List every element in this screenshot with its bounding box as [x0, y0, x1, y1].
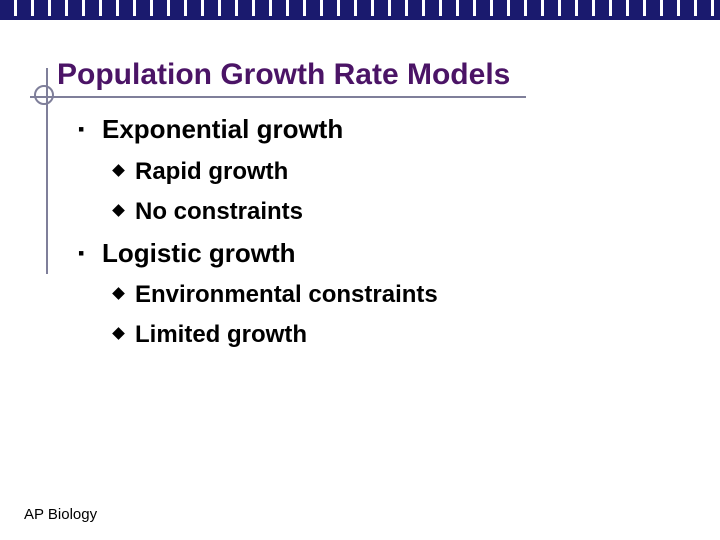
- bullet-exponential-growth: ▪ Exponential growth: [78, 114, 343, 145]
- square-bullet-icon: ▪: [78, 243, 85, 263]
- slide-title: Population Growth Rate Models: [57, 58, 511, 91]
- sub-bullet-text: Environmental constraints: [135, 281, 438, 308]
- bullet-logistic-growth: ▪ Logistic growth: [78, 238, 296, 269]
- sub-bullet-text: No constraints: [135, 198, 304, 225]
- square-bullet-icon: ▪: [78, 119, 85, 139]
- bullet-text: Exponential growth: [102, 114, 344, 144]
- diamond-bullet-icon: [112, 204, 125, 218]
- sub-bullet-environmental-constraints: Environmental constraints: [110, 281, 438, 309]
- sub-bullet-rapid-growth: Rapid growth: [110, 158, 288, 186]
- diamond-bullet-icon: [112, 327, 125, 341]
- footer-label: AP Biology: [24, 506, 98, 523]
- sub-bullet-no-constraints: No constraints: [110, 198, 303, 226]
- bullet-text: Logistic growth: [102, 238, 296, 268]
- title-underline: [30, 96, 526, 98]
- sub-bullet-text: Limited growth: [135, 321, 307, 348]
- vertical-decor-line: [46, 68, 48, 274]
- diamond-bullet-icon: [112, 164, 125, 178]
- top-decorative-bar: [0, 0, 720, 20]
- sub-bullet-limited-growth: Limited growth: [110, 321, 307, 349]
- diamond-bullet-icon: [112, 287, 125, 301]
- sub-bullet-text: Rapid growth: [135, 158, 289, 185]
- crosshair-icon: [34, 85, 54, 105]
